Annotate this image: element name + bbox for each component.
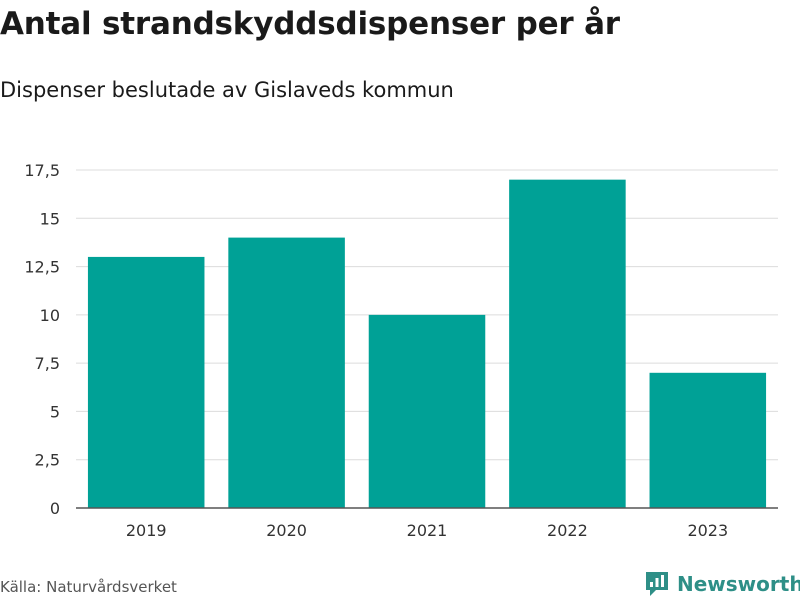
bar-2023: [649, 372, 767, 508]
bar-2022: [509, 179, 626, 508]
y-tick-label: 0: [50, 499, 60, 518]
newsworthy-logo-icon: [646, 572, 668, 596]
y-tick-label: 15: [40, 209, 60, 228]
y-tick-label: 12,5: [24, 258, 60, 277]
bar-2019: [87, 256, 205, 508]
y-tick-label: 5: [50, 402, 60, 421]
newsworthy-logo-text: Newsworthy: [677, 572, 800, 596]
source-note: Källa: Naturvårdsverket: [0, 578, 177, 596]
x-tick-label: 2020: [266, 521, 307, 540]
y-tick-label: 10: [40, 306, 60, 325]
bar-2021: [368, 314, 486, 508]
y-tick-label: 17,5: [24, 161, 60, 180]
bar-2020: [228, 237, 345, 508]
chart-title: Antal strandskyddsdispenser per år: [0, 6, 620, 42]
y-tick-label: 7,5: [35, 354, 60, 373]
x-tick-label: 2023: [687, 521, 728, 540]
x-tick-label: 2021: [407, 521, 448, 540]
chart-subtitle: Dispenser beslutade av Gislaveds kommun: [0, 78, 454, 102]
x-tick-label: 2022: [547, 521, 588, 540]
y-tick-label: 2,5: [35, 451, 60, 470]
x-tick-label: 2019: [126, 521, 167, 540]
newsworthy-logo: Newsworthy: [644, 569, 800, 599]
